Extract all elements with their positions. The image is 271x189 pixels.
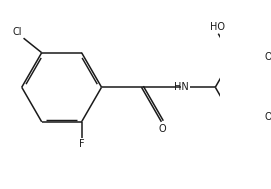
- Text: F: F: [79, 139, 84, 149]
- Text: O: O: [264, 52, 271, 62]
- Text: O: O: [158, 124, 166, 134]
- Text: OH: OH: [264, 112, 271, 122]
- Text: HN: HN: [174, 82, 189, 92]
- Text: HO: HO: [210, 22, 225, 32]
- Text: Cl: Cl: [12, 27, 22, 37]
